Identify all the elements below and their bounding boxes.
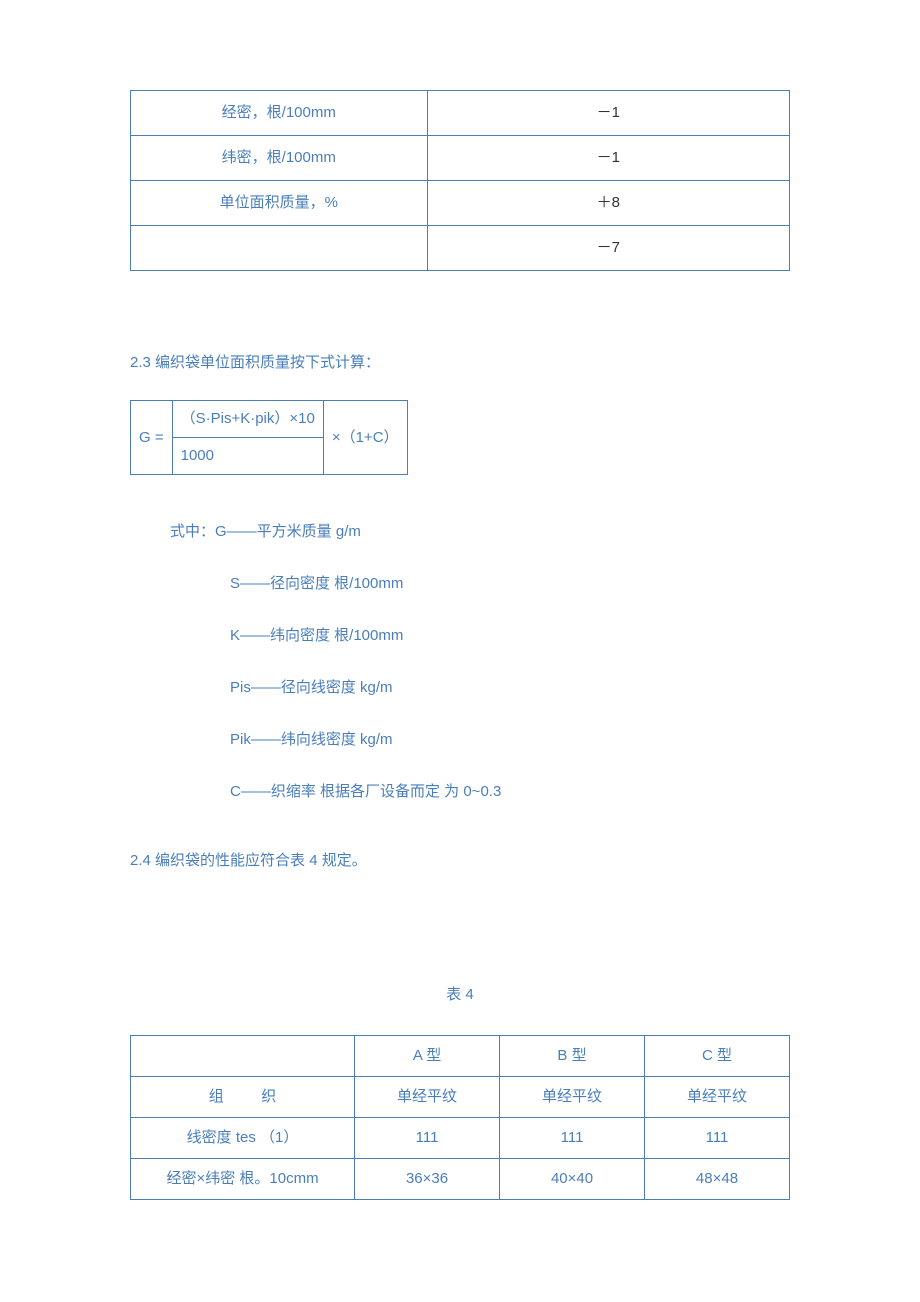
cell-a: 111: [355, 1118, 500, 1159]
cell-left: 单位面积质量，%: [131, 181, 428, 226]
section-2-3-header: 2.3 编织袋单位面积质量按下式计算：: [130, 351, 790, 375]
cell-a: 单经平纹: [355, 1077, 500, 1118]
legend-line-5: Pik——纬向线密度 kg/m: [230, 728, 790, 752]
formula-multiplier: ×（1+C）: [323, 401, 407, 475]
formula-table: G = （S·Pis+K·pik）×10 ×（1+C） 1000: [130, 400, 408, 475]
cell-label: 经密×纬密 根。10cmm: [131, 1159, 355, 1200]
legend-line-4: Pis——径向线密度 kg/m: [230, 676, 790, 700]
section-2-4-header: 2.4 编织袋的性能应符合表 4 规定。: [130, 849, 790, 873]
cell-right: －1: [427, 91, 789, 136]
formula-numerator: （S·Pis+K·pik）×10: [172, 401, 323, 438]
legend-block: 式中：G——平方米质量 g/m S——径向密度 根/100mm K——纬向密度 …: [170, 520, 790, 804]
formula-g-eq: G =: [131, 401, 173, 475]
table-row: 经密，根/100mm －1: [131, 91, 790, 136]
cell-c: 111: [645, 1118, 790, 1159]
cell-c: 48×48: [645, 1159, 790, 1200]
table-4-caption: 表 4: [130, 983, 790, 1007]
table-row: 组织 单经平纹 单经平纹 单经平纹: [131, 1077, 790, 1118]
cell-c: 单经平纹: [645, 1077, 790, 1118]
legend-line-2: S——径向密度 根/100mm: [230, 572, 790, 596]
cell-a: 36×36: [355, 1159, 500, 1200]
cell-right: －7: [427, 226, 789, 271]
cell-right: －1: [427, 136, 789, 181]
legend-line-6: C——织缩率 根据各厂设备而定 为 0~0.3: [230, 780, 790, 804]
table-row: 单位面积质量，% ＋8: [131, 181, 790, 226]
legend-text: G——平方米质量 g/m: [215, 523, 361, 540]
legend-line-1: 式中：G——平方米质量 g/m: [170, 520, 790, 544]
cell-b: 单经平纹: [500, 1077, 645, 1118]
cell-b: 40×40: [500, 1159, 645, 1200]
header-b: B 型: [500, 1036, 645, 1077]
label-part-a: 组: [209, 1088, 224, 1105]
table-row: －7: [131, 226, 790, 271]
cell-left: 经密，根/100mm: [131, 91, 428, 136]
cell-right: ＋8: [427, 181, 789, 226]
cell-left: [131, 226, 428, 271]
cell-b: 111: [500, 1118, 645, 1159]
table-row: 纬密，根/100mm －1: [131, 136, 790, 181]
table-row: 经密×纬密 根。10cmm 36×36 40×40 48×48: [131, 1159, 790, 1200]
label-part-b: 织: [261, 1088, 276, 1105]
table-row: A 型 B 型 C 型: [131, 1036, 790, 1077]
table-1: 经密，根/100mm －1 纬密，根/100mm －1 单位面积质量，% ＋8 …: [130, 90, 790, 271]
legend-prefix: 式中：: [170, 523, 215, 540]
legend-line-3: K——纬向密度 根/100mm: [230, 624, 790, 648]
header-empty: [131, 1036, 355, 1077]
table-row: 线密度 tes （1） 111 111 111: [131, 1118, 790, 1159]
cell-label: 组织: [131, 1077, 355, 1118]
formula-denominator: 1000: [172, 438, 323, 475]
cell-label: 线密度 tes （1）: [131, 1118, 355, 1159]
header-c: C 型: [645, 1036, 790, 1077]
header-a: A 型: [355, 1036, 500, 1077]
cell-left: 纬密，根/100mm: [131, 136, 428, 181]
table-4: A 型 B 型 C 型 组织 单经平纹 单经平纹 单经平纹 线密度 tes （1…: [130, 1035, 790, 1200]
